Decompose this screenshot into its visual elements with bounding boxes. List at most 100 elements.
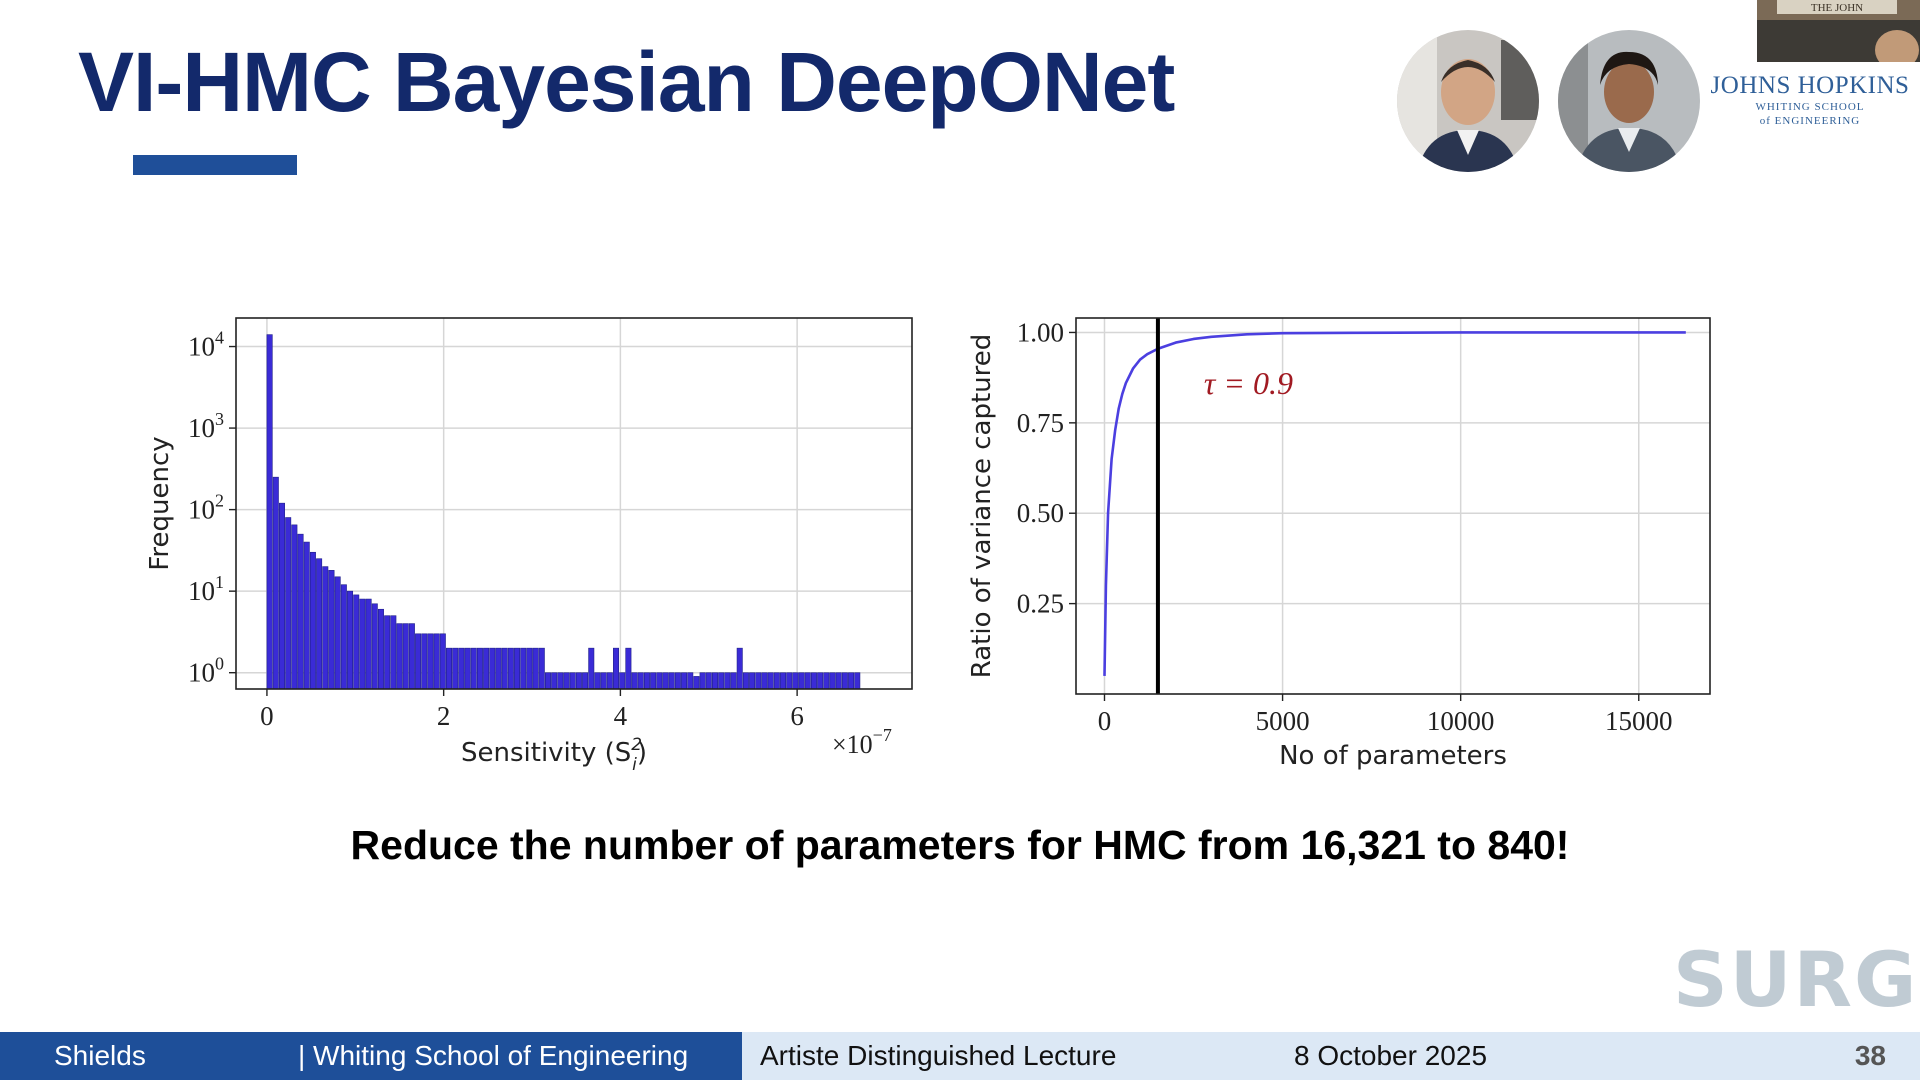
plot-frame [1075,317,1711,695]
histogram-bar [452,647,459,690]
histogram-bar [792,672,799,690]
x-tick-label: 6 [790,701,804,731]
x-scale-multiplier: ×10−7 [832,725,892,759]
jhu-logo-school-line2: of ENGINEERING [1759,115,1861,127]
x-tick-label: 15000 [1605,706,1673,736]
histogram-bar [724,672,731,690]
histogram-bar [458,647,465,690]
footer-right-panel: Artiste Distinguished Lecture 8 October … [742,1032,1920,1080]
y-axis-label: Ratio of variance captured [967,334,997,679]
footer-page-number: 38 [1854,1040,1886,1071]
histogram-bar [674,672,681,690]
histogram-bar [761,672,768,690]
histogram-bar [501,647,508,690]
tau-annotation: τ = 0.9 [1204,365,1293,401]
histogram-bar [656,672,663,690]
histogram-bar [606,672,613,690]
histogram-bar [625,647,632,690]
histogram-bar [347,590,354,690]
histogram-bar [613,647,620,690]
y-tick-label: 104 [188,328,224,362]
histogram-bar [829,672,836,690]
footer-left-panel: Shields | Whiting School of Engineering [0,1032,742,1080]
histogram-bar [316,558,323,690]
histogram-bar [544,672,551,690]
histogram-bar [773,672,780,690]
histogram-bar [575,672,582,690]
slide-tagline: Reduce the number of parameters for HMC … [350,822,1570,868]
histogram-bar [421,633,428,690]
histogram-bar [408,623,415,690]
variance-ratio-chart: τ = 0.9 0 5000 10000 15000 0.25 0.50 0.75 1.00 No… [967,317,1711,771]
histogram-bar [396,623,403,690]
histogram-bar [854,672,861,690]
histogram-bar [278,502,285,690]
x-axis-label: Sensitivity (S2 i) [461,735,647,775]
y-axis-label: Frequency [145,436,175,570]
histogram-bar [687,672,694,690]
x-tick-label: 0 [1098,706,1112,736]
histogram-bar [798,672,805,690]
histogram-bar [415,633,422,690]
y-tick-label: 103 [188,409,224,443]
histogram-bar [705,672,712,690]
speaker-photo-right [1558,30,1700,172]
surg-logo: SURG [1673,935,1919,1024]
histogram-bar [841,672,848,690]
footer-date: 8 October 2025 [1294,1040,1488,1071]
histogram-bar [322,566,329,690]
histogram-bar [266,334,273,690]
histogram-bar [767,672,774,690]
histogram-bar [272,476,279,690]
histogram-bar [340,584,347,690]
y-tick-label: 100 [188,654,224,688]
slide-footer: Shields | Whiting School of Engineering … [0,1032,1920,1080]
histogram-bar [433,633,440,690]
histogram-bar [309,551,316,690]
histogram-bar [668,672,675,690]
y-tick-label: 0.50 [1017,498,1064,528]
histogram-bar [650,672,657,690]
histogram-bar [446,647,452,690]
histogram-bar [377,608,384,690]
footer-presenter: Shields [54,1040,146,1071]
jhu-logo-school-line1: WHITING SCHOOL [1755,101,1865,113]
histogram-bar [371,603,378,690]
histogram-bar [817,672,824,690]
x-tick-label: 5000 [1256,706,1310,736]
histogram-bar [359,598,366,690]
x-axis-label: No of parameters [1279,741,1507,771]
y-tick-label: 101 [188,572,224,606]
histogram-bar [848,672,855,690]
histogram-bar [637,672,644,690]
histogram-bar [730,672,737,690]
footer-school: | Whiting School of Engineering [298,1040,689,1071]
histogram-bar [526,647,533,690]
histogram-bar [532,647,539,690]
histogram-bar [711,672,718,690]
histogram-bar [291,524,298,690]
histogram-bar [303,541,310,690]
histogram-bar [464,647,471,690]
speaker-photo-left [1397,30,1539,172]
histogram-bar [470,647,477,690]
histogram-bar [736,647,743,690]
histogram-bar [823,672,830,690]
histogram-bar [786,672,793,690]
y-tick-label: 1.00 [1017,317,1064,347]
y-tick-label: 102 [188,491,224,525]
histogram-bar [600,672,607,690]
histogram-bar [755,672,762,690]
histogram-bar [582,672,589,690]
histogram-bar [594,672,601,690]
histogram-bar [563,672,570,690]
histogram-bar [402,623,409,690]
histogram-bar [476,647,483,690]
y-tick-label: 0.25 [1017,589,1064,619]
histogram-bar [439,633,446,690]
webcam-thumbnail: THE JOHN [1757,0,1920,62]
histogram-bar [489,647,496,690]
histogram-bar [588,647,595,690]
sensitivity-histogram: 0 2 4 6 100 101 102 103 104 Sensitivity (S2 i) ×10−… [145,317,913,775]
histogram-bar [810,672,817,690]
